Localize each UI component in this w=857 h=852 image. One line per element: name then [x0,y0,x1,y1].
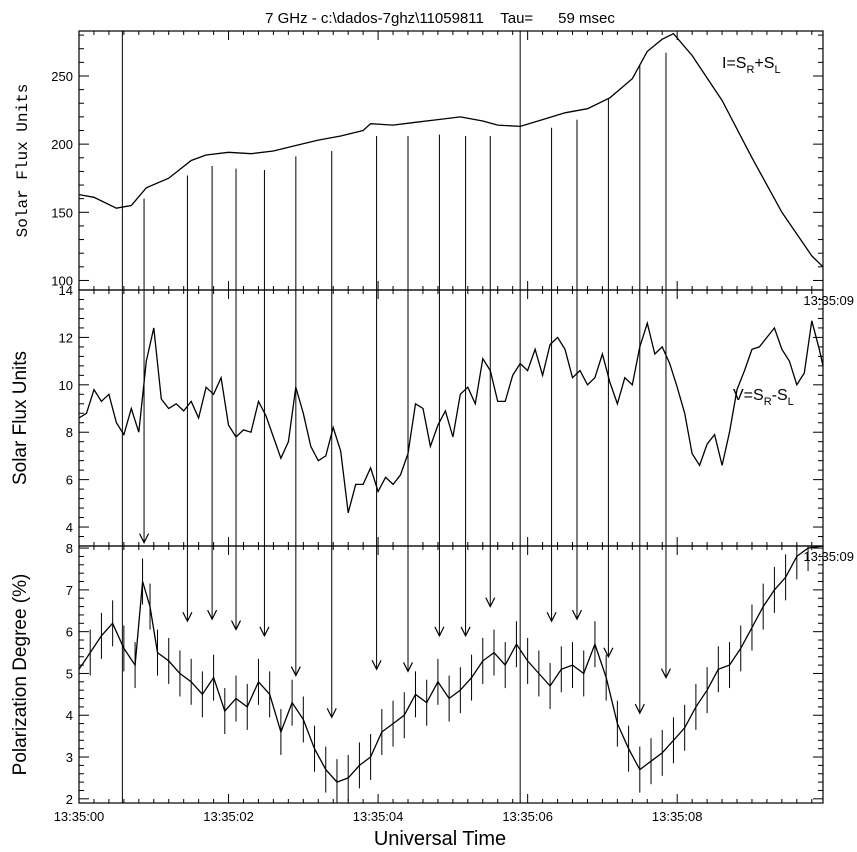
arrow-head [634,703,645,715]
series-annotation: V=SR-SL [733,387,794,408]
overlay-lines [121,31,672,803]
arrow-head [546,611,557,623]
y-tick-label: 7 [66,583,73,598]
y-tick-label: 4 [66,520,73,535]
series-annotation: I=SR+SL [722,55,781,76]
x-axis-label: Universal Time [374,828,506,850]
arrow-head [485,597,496,608]
y-tick-label: 12 [59,330,73,345]
arrow-head [571,609,583,621]
y-tick-label: 8 [66,425,73,440]
y-tick-label: 6 [66,625,73,640]
x-axis: 13:35:00 13:35:02 13:35:04 13:35:06 13:35:08 [54,809,703,824]
arrow-head [326,708,337,719]
x-tick-label: 13:35:00 [54,809,105,824]
series-line-middle [78,320,824,513]
arrow-head [434,626,445,638]
arrow-head [259,626,270,638]
y-tick-label: 14 [59,283,73,298]
panel-time-label: 13:35:09 [803,293,854,308]
y-tick-label: 10 [59,378,73,393]
arrow-head [230,620,242,631]
panel-bottom: 2 3 4 5 6 7 8 Polarization Degree (%) 13:35:09 [10,541,854,807]
arrow-head [460,626,471,638]
y-tick-label: 3 [66,750,73,765]
y-axis-label-top: Solar Flux Units [14,84,32,238]
x-tick-label: 13:35:08 [652,809,703,824]
arrow-head [182,611,193,623]
panel-top: 100 150 200 250 Solar Flux Units I=SR+SL [14,30,824,291]
x-tick-label: 13:35:04 [353,809,404,824]
arrow-head [371,660,382,671]
panel-frame-bottom [78,545,824,804]
arrow-head [402,662,414,673]
arrow-head [660,668,672,679]
chart-title: 7 GHz - c:\dados-7ghz\11059811 Tau= 59 m… [265,10,615,27]
y-tick-label: 8 [66,541,73,556]
y-tick-label: 100 [51,273,73,288]
y-tick-label: 5 [66,666,73,681]
arrow-head [139,533,150,544]
y-tick-label: 2 [66,792,73,807]
arrow-head [290,666,301,677]
y-tick-label: 6 [66,473,73,488]
panel-frame-middle [78,289,824,547]
x-tick-label: 13:35:06 [502,809,553,824]
y-tick-label: 200 [51,137,73,152]
panel-middle: 4 6 8 10 12 14 Solar Flux Units 13:35:09 V=SR-SL [10,283,854,547]
x-tick-label: 13:35:02 [203,809,254,824]
series-line-bottom [78,545,824,783]
y-axis-label-bottom: Polarization Degree (%) [10,574,31,776]
y-tick-label: 150 [51,205,73,220]
arrow-head [603,647,614,659]
arrow-head [207,609,218,621]
y-tick-label: 250 [51,69,73,84]
y-tick-label: 4 [66,708,73,723]
series-line-top [78,32,824,268]
panel-time-label: 13:35:09 [803,549,854,564]
y-axis-label-middle: Solar Flux Units [10,351,31,485]
